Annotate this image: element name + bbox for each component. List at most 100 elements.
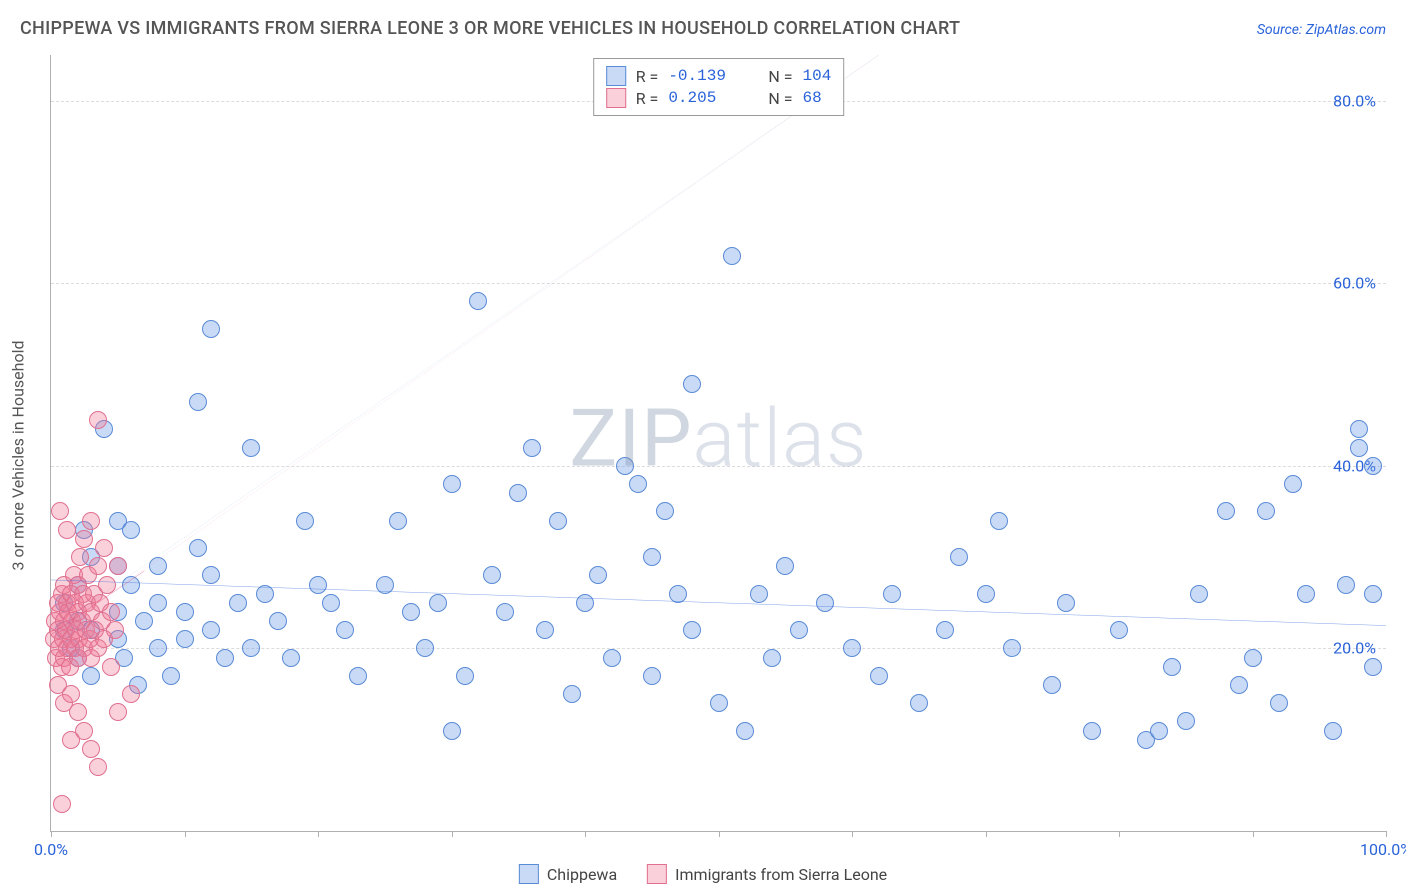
source-prefix: Source: bbox=[1257, 22, 1306, 38]
scatter-point bbox=[816, 594, 834, 612]
scatter-point bbox=[62, 731, 80, 749]
scatter-point bbox=[523, 439, 541, 457]
scatter-point bbox=[162, 667, 180, 685]
n-value: 68 bbox=[802, 89, 821, 107]
series-legend-label: Chippewa bbox=[547, 865, 617, 884]
scatter-point bbox=[149, 557, 167, 575]
scatter-point bbox=[1350, 439, 1368, 457]
scatter-point bbox=[349, 667, 367, 685]
scatter-point bbox=[336, 621, 354, 639]
scatter-point bbox=[176, 603, 194, 621]
x-tick-mark bbox=[852, 831, 853, 837]
scatter-point bbox=[576, 594, 594, 612]
y-tick-label: 60.0% bbox=[1333, 274, 1376, 293]
x-tick-mark bbox=[585, 831, 586, 837]
scatter-point bbox=[496, 603, 514, 621]
chart-title: CHIPPEWA VS IMMIGRANTS FROM SIERRA LEONE… bbox=[20, 18, 960, 39]
scatter-point bbox=[1003, 639, 1021, 657]
scatter-point bbox=[89, 557, 107, 575]
scatter-point bbox=[69, 703, 87, 721]
scatter-point bbox=[883, 585, 901, 603]
scatter-point bbox=[790, 621, 808, 639]
correlation-legend: R =-0.139N =104R =0.205N =68 bbox=[593, 58, 845, 116]
scatter-point bbox=[669, 585, 687, 603]
scatter-point bbox=[950, 548, 968, 566]
scatter-point bbox=[1043, 676, 1061, 694]
scatter-point bbox=[95, 539, 113, 557]
y-tick-label: 20.0% bbox=[1333, 639, 1376, 658]
scatter-point bbox=[242, 439, 260, 457]
scatter-point bbox=[202, 320, 220, 338]
scatter-point bbox=[483, 566, 501, 584]
x-tick-label: 100.0% bbox=[1360, 840, 1406, 859]
x-tick-mark bbox=[1386, 831, 1387, 837]
gridline-horizontal bbox=[51, 283, 1386, 284]
scatter-point bbox=[643, 548, 661, 566]
scatter-point bbox=[603, 649, 621, 667]
correlation-legend-row: R =-0.139N =104 bbox=[606, 65, 832, 87]
scatter-point bbox=[563, 685, 581, 703]
scatter-point bbox=[216, 649, 234, 667]
scatter-point bbox=[1364, 457, 1382, 475]
legend-swatch bbox=[606, 88, 626, 108]
scatter-point bbox=[229, 594, 247, 612]
scatter-point bbox=[242, 639, 260, 657]
gridline-horizontal bbox=[51, 466, 1386, 467]
trend-line bbox=[51, 580, 1386, 626]
r-value: -0.139 bbox=[668, 67, 758, 85]
scatter-point bbox=[109, 703, 127, 721]
scatter-point bbox=[1177, 712, 1195, 730]
scatter-point bbox=[1230, 676, 1248, 694]
r-value: 0.205 bbox=[668, 89, 758, 107]
scatter-point bbox=[122, 521, 140, 539]
scatter-point bbox=[1270, 694, 1288, 712]
scatter-point bbox=[189, 393, 207, 411]
trend-line bbox=[51, 55, 879, 635]
scatter-point bbox=[549, 512, 567, 530]
scatter-point bbox=[509, 484, 527, 502]
scatter-point bbox=[149, 594, 167, 612]
x-tick-mark bbox=[986, 831, 987, 837]
scatter-point bbox=[1324, 722, 1342, 740]
scatter-point bbox=[1257, 502, 1275, 520]
scatter-point bbox=[269, 612, 287, 630]
trend-line bbox=[51, 55, 879, 630]
x-tick-mark bbox=[452, 831, 453, 837]
scatter-point bbox=[176, 630, 194, 648]
scatter-point bbox=[106, 621, 124, 639]
series-legend-item: Immigrants from Sierra Leone bbox=[647, 864, 887, 884]
scatter-point bbox=[282, 649, 300, 667]
scatter-point bbox=[910, 694, 928, 712]
scatter-point bbox=[71, 548, 89, 566]
scatter-point bbox=[536, 621, 554, 639]
scatter-point bbox=[149, 639, 167, 657]
scatter-point bbox=[1297, 585, 1315, 603]
scatter-point bbox=[723, 247, 741, 265]
scatter-point bbox=[990, 512, 1008, 530]
x-tick-mark bbox=[185, 831, 186, 837]
r-label: R = bbox=[636, 89, 659, 108]
scatter-point bbox=[53, 795, 71, 813]
scatter-point bbox=[1364, 658, 1382, 676]
legend-swatch bbox=[647, 864, 667, 884]
scatter-point bbox=[710, 694, 728, 712]
scatter-point bbox=[629, 475, 647, 493]
n-value: 104 bbox=[802, 67, 831, 85]
scatter-point bbox=[322, 594, 340, 612]
scatter-point bbox=[58, 521, 76, 539]
x-tick-mark bbox=[1253, 831, 1254, 837]
scatter-point bbox=[256, 585, 274, 603]
scatter-point bbox=[456, 667, 474, 685]
source-link[interactable]: Source: ZipAtlas.com bbox=[1257, 22, 1386, 38]
scatter-point bbox=[429, 594, 447, 612]
scatter-point bbox=[763, 649, 781, 667]
scatter-point bbox=[202, 621, 220, 639]
x-tick-mark bbox=[1119, 831, 1120, 837]
scatter-point bbox=[1190, 585, 1208, 603]
x-tick-mark bbox=[719, 831, 720, 837]
scatter-point bbox=[683, 621, 701, 639]
series-legend-item: Chippewa bbox=[519, 864, 617, 884]
n-label: N = bbox=[768, 67, 792, 86]
scatter-point bbox=[616, 457, 634, 475]
scatter-point bbox=[135, 612, 153, 630]
